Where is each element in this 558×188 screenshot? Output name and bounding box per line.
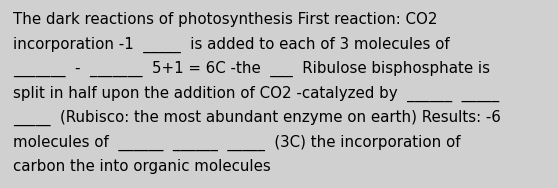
- Text: molecules of  ______  ______  _____  (3C) the incorporation of: molecules of ______ ______ _____ (3C) th…: [13, 134, 460, 151]
- Text: carbon the into organic molecules: carbon the into organic molecules: [13, 159, 271, 174]
- Text: incorporation -1  _____  is added to each of 3 molecules of: incorporation -1 _____ is added to each …: [13, 36, 450, 53]
- Text: _______  -  _______  5+1 = 6C -the  ___  Ribulose bisphosphate is: _______ - _______ 5+1 = 6C -the ___ Ribu…: [13, 61, 490, 77]
- Text: _____  (Rubisco: the most abundant enzyme on earth) Results: -6: _____ (Rubisco: the most abundant enzyme…: [13, 110, 501, 126]
- Text: split in half upon the addition of CO2 -catalyzed by  ______  _____: split in half upon the addition of CO2 -…: [13, 86, 499, 102]
- Text: The dark reactions of photosynthesis First reaction: CO2: The dark reactions of photosynthesis Fir…: [13, 12, 437, 27]
